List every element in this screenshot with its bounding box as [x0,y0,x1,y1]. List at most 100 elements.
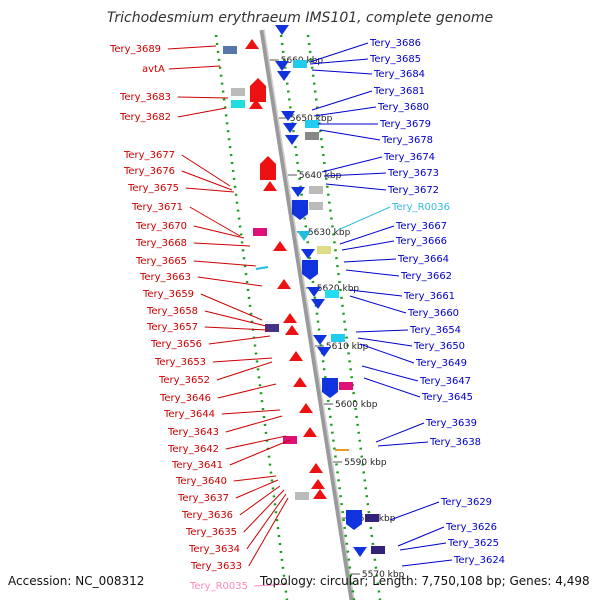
gene-label-left: Tery_3659 [142,289,194,300]
label-leader-line [377,441,429,447]
forward-gene-arrow [293,377,307,387]
label-leader-line [357,337,413,347]
reverse-gene-box [331,334,345,342]
gene-label-right: Tery_3649 [415,358,467,369]
gene-label-left: Tery_3682 [119,112,171,123]
forward-gene-block [250,78,266,102]
label-leader-line [363,377,421,398]
forward-gene-arrow [245,39,259,49]
label-leader-line [208,335,271,345]
label-leader-line [181,154,231,187]
gene-label-right: Tery_3625 [447,538,499,549]
gene-label-right: Tery_3673 [387,168,439,179]
label-leader-line [389,501,440,521]
label-leader-line [239,485,281,516]
gene-label-left: Tery_3670 [135,221,187,232]
gene-label-right: Tery_3639 [425,418,477,429]
label-leader-line [235,479,279,499]
reverse-gene-arrow [297,231,311,241]
label-leader-line [399,542,447,551]
label-leader-line [168,65,221,70]
label-leader-line [225,415,283,433]
gene-label-left: Tery_3633 [190,561,242,572]
label-leader-line [375,422,425,443]
label-leader-line [225,435,287,450]
gene-label-left: Tery_3643 [167,427,219,438]
label-leader-line [221,409,281,415]
gene-label-left: Tery_R0035 [189,581,248,592]
gene-label-left: Tery_3683 [119,92,171,103]
forward-gene-arrow [249,99,263,109]
forward-gene-arrow [285,325,299,335]
gene-label-right: Tery_R0036 [391,202,450,213]
gene-label-right: Tery_3647 [419,376,471,387]
gene-label-right: Tery_3638 [429,437,481,448]
label-leader-line [359,343,415,364]
gene-label-right: Tery_3626 [445,522,497,533]
forward-gene-arrow [299,403,313,413]
label-leader-line [229,439,291,466]
label-leader-line [181,170,233,191]
reverse-gene-arrow [311,299,325,309]
reverse-gene-arrow [281,111,295,121]
reverse-gene-arrow [275,25,289,35]
reverse-gene-block [322,378,338,398]
label-leader-line [243,489,285,533]
gene-label-left: Tery_3642 [167,444,219,455]
forward-gene-box [223,46,237,54]
label-leader-line [248,497,289,567]
gene-label-right: Tery_3667 [395,221,447,232]
label-leader-line [401,559,453,567]
topology-text: Topology: circular; Length: 7,750,108 bp… [260,574,590,588]
gene-label-right: Tery_3664 [397,254,449,265]
reverse-gene-box [305,132,319,140]
gene-label-left: Tery_3665 [135,256,187,267]
reverse-gene-block [302,260,318,280]
label-leader-line [321,156,383,173]
reverse-gene-box [293,60,307,68]
reverse-gene-arrow [285,135,299,145]
gene-label-left: Tery_3653 [154,357,206,368]
accession-text: Accession: NC_008312 [8,574,145,588]
gene-label-right: Tery_3686 [369,38,421,49]
genome-axis-highlight [263,29,355,600]
reverse-gene-block [346,510,362,530]
gene-label-right: Tery_3681 [373,86,425,97]
label-leader-line [349,295,407,314]
reverse-gene-block [292,200,308,220]
gene-label-left: Tery_3646 [159,393,211,404]
forward-gene-arrow [289,351,303,361]
label-leader-line [343,258,397,263]
gene-label-left: Tery_3668 [135,238,187,249]
gene-label-left: Tery_3652 [158,375,210,386]
gene-label-left: Tery_3663 [139,272,191,283]
label-leader-line [319,129,381,141]
gene-label-left: Tery_3677 [123,150,175,161]
gene-label-right: Tery_3662 [400,271,452,282]
gene-label-left: avtA [142,64,165,75]
reverse-gene-arrow [277,71,291,81]
forward-gene-line [255,266,269,270]
gene-label-left: Tery_3640 [175,476,227,487]
reverse-gene-arrow [301,249,315,259]
gene-label-right: Tery_3650 [413,341,465,352]
forward-gene-box [265,324,279,332]
gene-label-right: Tery_3672 [387,185,439,196]
label-leader-line [341,240,395,251]
kbp-label: 5650 kbp [290,114,333,124]
gene-label-left: Tery_3671 [131,202,183,213]
label-leader-line [345,269,400,277]
label-leader-line [197,276,263,287]
gene-label-right: Tery_3678 [381,135,433,146]
gene-label-left: Tery_3689 [109,44,161,55]
label-leader-line [177,96,229,99]
gene-label-left: Tery_3634 [188,544,240,555]
gene-label-left: Tery_3676 [123,166,175,177]
genome-axis [259,29,355,600]
forward-gene-arrow [309,463,323,473]
gene-label-left: Tery_3637 [177,493,229,504]
forward-gene-arrow [273,241,287,251]
label-leader-line [325,183,387,191]
kbp-label: 5600 kbp [335,400,378,410]
